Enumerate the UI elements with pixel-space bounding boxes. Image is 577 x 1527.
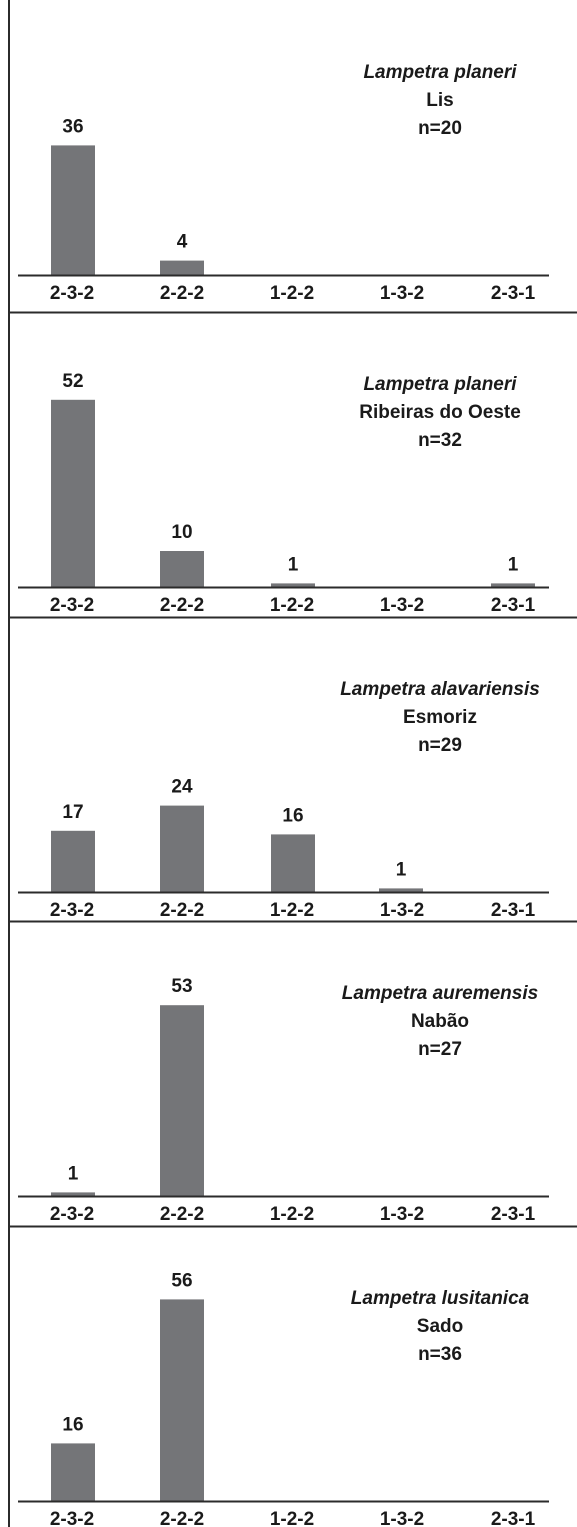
chart-panel-3: 17 24 16 1 2-3-2 2-2-2 1-2-2 1-3-2 2-3-1 Lampetra… (8, 616, 577, 921)
bar-2-2-2 (160, 1299, 204, 1501)
x-tick-label: 2-3-2 (50, 900, 94, 921)
data-label: 1 (288, 554, 299, 575)
x-tick-label: 1-2-2 (270, 595, 314, 616)
x-tick-label: 2-3-1 (491, 900, 536, 921)
x-tick-label: 2-2-2 (160, 283, 204, 304)
chart-panel-1: 36 4 2-3-2 2-2-2 1-2-2 1-3-2 2-3-1 Lampetra pla… (18, 62, 549, 304)
data-label: 1 (508, 554, 519, 575)
x-tick-label: 1-2-2 (270, 283, 314, 304)
data-label: 56 (171, 1270, 192, 1291)
x-tick-label: 2-3-1 (491, 595, 536, 616)
data-label: 16 (282, 805, 303, 826)
x-tick-label: 1-3-2 (380, 1204, 424, 1225)
data-label: 17 (62, 802, 83, 823)
data-label: 1 (396, 859, 407, 880)
x-tick-label: 1-3-2 (380, 1509, 424, 1527)
x-tick-label: 2-3-1 (491, 1204, 536, 1225)
data-label: 24 (171, 777, 193, 798)
bar-2-3-2 (51, 1192, 95, 1196)
x-tick-label: 2-3-1 (491, 1509, 536, 1527)
species-name: Lampetra planeri (363, 374, 517, 395)
bar-2-3-2 (51, 145, 95, 275)
x-tick-label: 2-2-2 (160, 900, 204, 921)
species-name: Lampetra lusitanica (351, 1288, 530, 1309)
location-name: Esmoriz (403, 707, 477, 728)
chart-panel-2: 52 10 1 1 2-3-2 2-2-2 1-2-2 1-3-2 2-3-1 Lampetra … (8, 311, 577, 616)
sample-size-label: n=32 (418, 430, 462, 451)
x-tick-label: 1-3-2 (380, 900, 424, 921)
data-label: 52 (62, 371, 83, 392)
sample-size-label: n=36 (418, 1344, 462, 1365)
bar-2-3-2 (51, 1443, 95, 1501)
bar-2-2-2 (160, 805, 204, 892)
x-tick-label: 1-3-2 (380, 595, 424, 616)
bar-1-3-2 (379, 888, 423, 892)
data-label: 16 (62, 1414, 83, 1435)
bar-2-2-2 (160, 551, 204, 587)
location-name: Nabão (411, 1011, 469, 1032)
bar-2-3-2 (51, 399, 95, 587)
data-label: 36 (62, 116, 83, 137)
species-name: Lampetra auremensis (342, 983, 538, 1004)
location-name: Lis (426, 90, 453, 111)
species-name: Lampetra alavariensis (340, 679, 540, 700)
bar-1-2-2 (271, 834, 315, 892)
chart-panel-4: 1 53 2-3-2 2-2-2 1-2-2 1-3-2 2-3-1 Lampetra aur… (8, 920, 577, 1225)
sample-size-label: n=27 (418, 1039, 462, 1060)
x-tick-label: 2-2-2 (160, 1204, 204, 1225)
x-tick-label: 1-2-2 (270, 900, 314, 921)
bar-1-2-2 (271, 583, 315, 587)
data-label: 4 (177, 232, 188, 253)
x-tick-label: 2-2-2 (160, 1509, 204, 1527)
x-tick-label: 2-3-2 (50, 1509, 94, 1527)
x-tick-label: 1-2-2 (270, 1509, 314, 1527)
x-tick-label: 2-2-2 (160, 595, 204, 616)
sample-size-label: n=20 (418, 118, 462, 139)
x-tick-label: 2-3-2 (50, 283, 94, 304)
bar-2-3-2 (51, 830, 95, 892)
x-tick-label: 2-3-2 (50, 1204, 94, 1225)
location-name: Ribeiras do Oeste (359, 402, 521, 423)
data-label: 53 (171, 976, 192, 997)
x-tick-label: 2-3-2 (50, 595, 94, 616)
data-label: 10 (171, 522, 192, 543)
x-tick-label: 1-3-2 (380, 283, 424, 304)
bar-2-2-2 (160, 260, 204, 275)
bar-2-2-2 (160, 1005, 204, 1196)
location-name: Sado (417, 1316, 463, 1337)
left-border-line (8, 0, 10, 1527)
species-name: Lampetra planeri (363, 62, 517, 83)
data-label: 1 (68, 1163, 79, 1184)
x-tick-label: 1-2-2 (270, 1204, 314, 1225)
sample-size-label: n=29 (418, 735, 462, 756)
x-tick-label: 2-3-1 (491, 283, 536, 304)
bar-2-3-1 (491, 583, 535, 587)
chart-panel-5: 16 56 2-3-2 2-2-2 1-2-2 1-3-2 2-3-1 Lampetra lu… (8, 1225, 577, 1527)
